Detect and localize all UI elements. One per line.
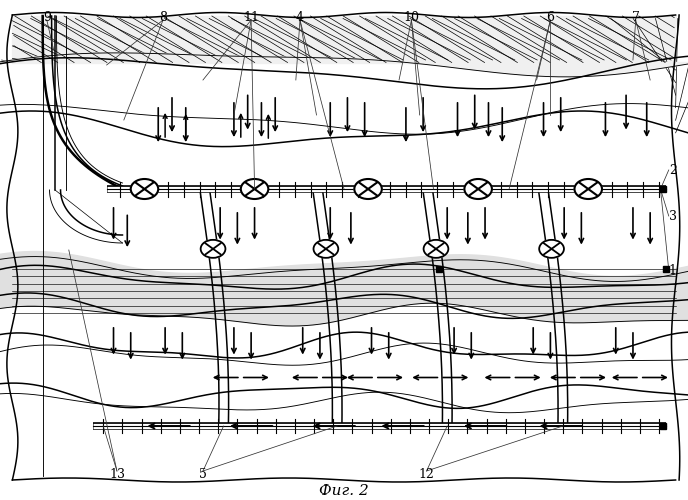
Text: 3: 3 [669,210,677,222]
Circle shape [539,240,564,258]
Text: 13: 13 [109,468,125,481]
Text: 9: 9 [43,11,51,24]
Text: 4: 4 [296,11,304,24]
Text: 10: 10 [403,11,420,24]
Text: 1: 1 [669,264,677,276]
Text: 2: 2 [669,164,677,176]
Circle shape [354,179,382,199]
Circle shape [131,179,158,199]
Circle shape [241,179,268,199]
Circle shape [424,240,449,258]
Circle shape [574,179,602,199]
Circle shape [464,179,492,199]
Text: 7: 7 [632,11,640,24]
Text: 6: 6 [546,11,555,24]
Text: 11: 11 [243,11,259,24]
Text: Фиг. 2: Фиг. 2 [319,484,369,498]
Circle shape [201,240,226,258]
Text: 12: 12 [418,468,435,481]
Text: 5: 5 [199,468,207,481]
Text: 8: 8 [159,11,167,24]
Circle shape [314,240,338,258]
